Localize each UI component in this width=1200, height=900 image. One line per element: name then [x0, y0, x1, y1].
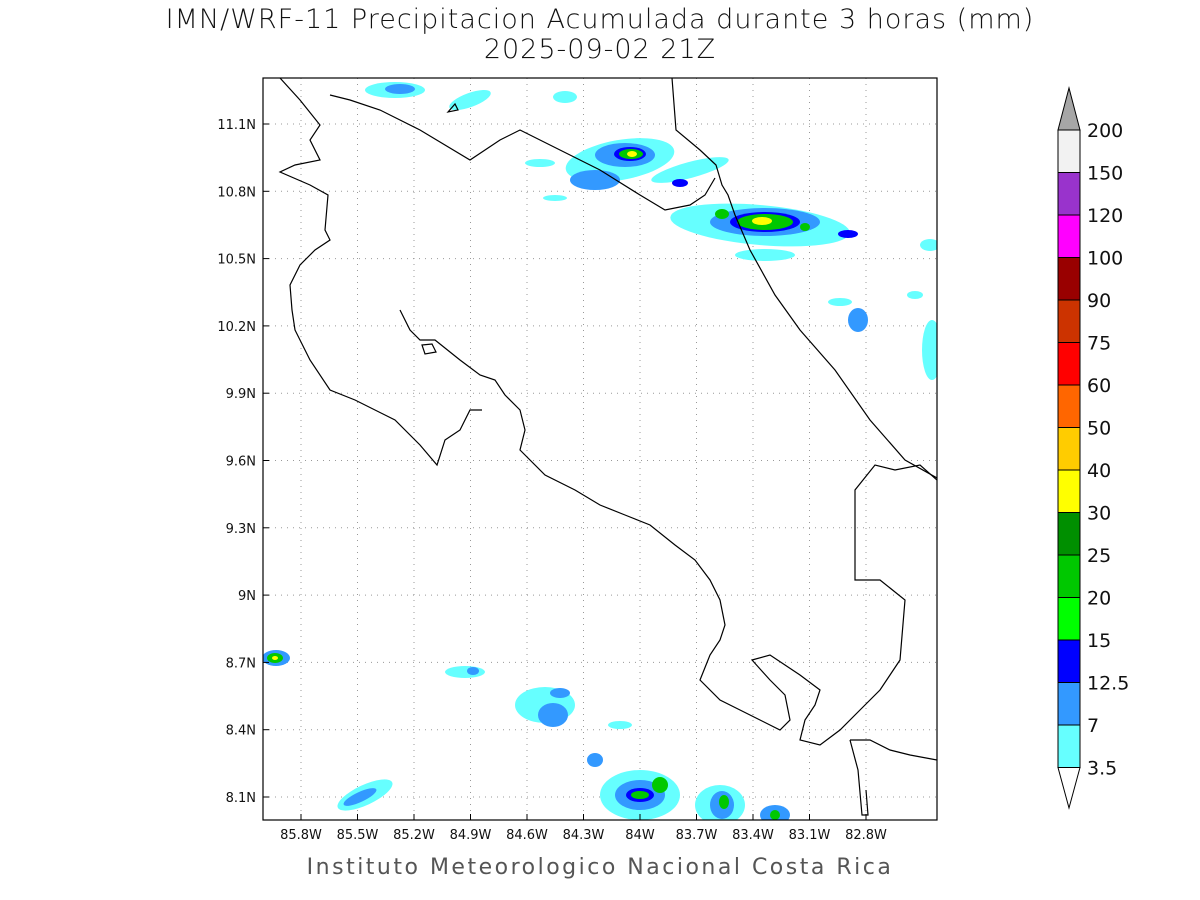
lat-label: 8.7N [226, 656, 256, 671]
lat-label: 8.1N [226, 791, 256, 806]
colorbar-bin [1057, 512, 1081, 556]
coastlines [278, 78, 937, 816]
colorbar-label: 7 [1087, 715, 1099, 737]
colorbar-label: 40 [1087, 460, 1111, 482]
lon-label: 85.8W [280, 828, 322, 843]
lat-label: 8.4N [226, 724, 256, 739]
lat-label: 10.8N [217, 185, 256, 200]
colorbar-bin [1057, 257, 1081, 301]
colorbar-label: 120 [1087, 205, 1123, 227]
colorbar-label: 25 [1087, 545, 1111, 567]
axis-labels: 11.1N 10.8N 10.5N 10.2N 9.9N 9.6N 9.3N 9N 8.7N 8.… [217, 118, 887, 843]
lon-label: 83.7W [676, 828, 718, 843]
colorbar-bin [1057, 639, 1081, 683]
colorbar-label: 20 [1087, 588, 1111, 610]
lon-label: 83.4W [732, 828, 774, 843]
colorbar-label: 100 [1087, 248, 1123, 270]
lat-label: 10.5N [217, 253, 256, 268]
colorbar-bin [1057, 214, 1081, 258]
colorbar-bin [1057, 342, 1081, 386]
lon-label: 82.8W [845, 828, 887, 843]
colorbar-bin [1057, 427, 1081, 471]
colorbar-label: 12.5 [1087, 673, 1129, 695]
lat-label: 9.9N [226, 387, 256, 402]
colorbar-label: 90 [1087, 290, 1111, 312]
colorbar-bin [1057, 682, 1081, 726]
colorbar-bin [1057, 554, 1081, 598]
map-frame [262, 77, 938, 821]
map-title: IMN/WRF-11 Precipitacion Acumulada duran… [165, 4, 1035, 35]
colorbar: 200 150 120 100 90 75 60 50 40 30 25 20 15 12.5 7 3.5 [1057, 86, 1129, 810]
colorbar-bin [1057, 299, 1081, 343]
colorbar-label: 50 [1087, 418, 1111, 440]
lat-label: 9N [238, 589, 256, 604]
lon-label: 84W [625, 828, 655, 843]
colorbar-top-arrow [1057, 86, 1081, 131]
lat-label: 9.3N [226, 522, 256, 537]
footer-credit: Instituto Meteorologico Nacional Costa R… [306, 855, 894, 880]
colorbar-bin [1057, 172, 1081, 216]
lon-label: 84.9W [450, 828, 492, 843]
lat-label: 10.2N [217, 320, 256, 335]
lat-label: 11.1N [217, 118, 256, 133]
colorbar-bin [1057, 129, 1081, 173]
colorbar-label: 15 [1087, 630, 1111, 652]
colorbar-bin [1057, 724, 1081, 768]
colorbar-label: 3.5 [1087, 758, 1117, 780]
lon-label: 83.1W [789, 828, 831, 843]
colorbar-label: 30 [1087, 503, 1111, 525]
map-datetime: 2025-09-02 21Z [483, 34, 717, 65]
lon-label: 84.3W [563, 828, 605, 843]
colorbar-label: 75 [1087, 333, 1111, 355]
precip-field [263, 82, 937, 820]
lon-label: 85.2W [393, 828, 435, 843]
colorbar-label: 200 [1087, 120, 1123, 142]
colorbar-bin [1057, 384, 1081, 428]
lat-label: 9.6N [226, 455, 256, 470]
colorbar-label: 150 [1087, 163, 1123, 185]
colorbar-bin [1057, 597, 1081, 641]
lon-label: 84.6W [506, 828, 548, 843]
colorbar-bin [1057, 469, 1081, 513]
colorbar-label: 60 [1087, 375, 1111, 397]
lon-label: 85.5W [337, 828, 379, 843]
colorbar-bottom-arrow [1057, 767, 1081, 810]
